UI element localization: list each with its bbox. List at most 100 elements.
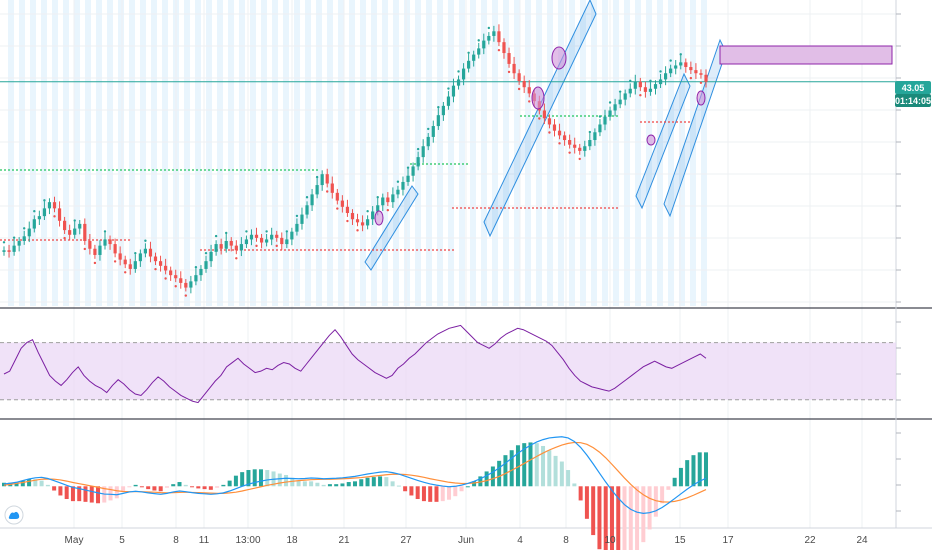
macd-histogram-bar <box>64 486 69 500</box>
macd-histogram-bar <box>603 486 608 550</box>
sequence-marker <box>255 244 258 248</box>
x-tick-label: 24 <box>856 535 868 546</box>
macd-histogram-bar <box>641 486 646 543</box>
sequence-marker <box>134 251 137 255</box>
candle-body <box>199 268 203 276</box>
candle-body <box>406 175 410 182</box>
x-tick-label: 8 <box>563 535 569 546</box>
macd-histogram-bar <box>553 455 558 487</box>
logo[interactable] <box>4 505 24 525</box>
time-axis: May 5 8 11 13:00 18 21 27 Jun 4 8 10 15 17 22 24 <box>65 535 868 546</box>
session-band <box>195 0 201 306</box>
candle-body <box>689 67 693 71</box>
rsi-panel <box>0 321 901 404</box>
sequence-marker <box>406 166 410 169</box>
candle-body <box>164 265 168 271</box>
sequence-marker <box>659 70 662 73</box>
candle-body <box>401 181 405 190</box>
highlight-ellipse <box>646 134 656 146</box>
sequence-marker <box>467 51 470 55</box>
candle-body <box>335 192 339 201</box>
highlight-ellipse <box>551 46 567 70</box>
candle-body <box>371 211 375 220</box>
candle-body <box>209 251 213 262</box>
candle-body <box>27 228 31 237</box>
rsi-line <box>3 324 707 404</box>
macd-histogram-bar <box>121 486 126 492</box>
macd-histogram-bar <box>678 467 683 487</box>
macd-histogram-bar <box>353 481 357 487</box>
macd-histogram-bar <box>559 461 564 487</box>
candle-body <box>270 234 274 240</box>
candle-body <box>507 53 511 64</box>
macd-histogram-bar <box>164 486 169 488</box>
macd-histogram-bar <box>309 481 314 487</box>
session-band <box>30 0 36 306</box>
candle-body <box>472 54 476 61</box>
candle-body <box>57 208 62 221</box>
macd-histogram-bar <box>704 452 708 487</box>
candle-body <box>426 136 430 147</box>
sequence-marker <box>93 261 97 265</box>
macd-histogram-bar <box>277 473 282 487</box>
rsi-band <box>0 342 896 400</box>
macd-histogram-bar <box>453 486 458 497</box>
trend-channel <box>635 72 691 210</box>
session-band <box>118 0 124 306</box>
candle-body <box>265 239 269 243</box>
candle-body <box>17 240 21 246</box>
sequence-marker <box>12 236 16 239</box>
macd-histogram-bar <box>597 486 602 550</box>
candle-body <box>699 73 703 75</box>
candle-body <box>451 85 456 97</box>
candle-body <box>184 282 188 288</box>
macd-histogram-bar <box>509 450 514 487</box>
candle-body <box>320 174 324 186</box>
candle-body <box>578 147 582 151</box>
macd-histogram-bar <box>584 486 589 519</box>
candle-body <box>386 197 390 203</box>
macd-histogram-bar <box>127 486 132 488</box>
candle-body <box>63 220 67 231</box>
session-band <box>327 0 333 306</box>
session-band <box>206 0 212 306</box>
sequence-marker <box>447 87 450 90</box>
macd-histogram-bar <box>522 443 527 487</box>
sequence-marker <box>285 230 289 233</box>
session-band <box>140 0 146 306</box>
candle-body <box>179 278 183 283</box>
session-band <box>19 0 25 306</box>
sequence-marker <box>275 244 278 248</box>
candle-body <box>562 135 567 141</box>
candle-body <box>674 65 678 69</box>
candle-body <box>148 248 153 257</box>
macd-histogram-bar <box>390 481 395 487</box>
candle-body <box>249 234 254 240</box>
sequence-marker <box>699 81 703 84</box>
sequence-marker <box>154 267 157 271</box>
candle-body <box>704 74 708 82</box>
candle-body <box>118 253 122 260</box>
candle-body <box>648 88 653 92</box>
session-band <box>404 0 410 306</box>
candle-body <box>93 248 97 255</box>
sequence-marker <box>164 277 167 280</box>
session-band <box>701 0 707 306</box>
session-band <box>613 0 619 306</box>
macd-histogram-bar <box>327 484 332 487</box>
candle-body <box>68 230 72 235</box>
x-tick-label: Jun <box>458 535 474 546</box>
candle-body <box>557 130 562 136</box>
session-band <box>239 0 245 306</box>
sequence-marker <box>507 70 511 74</box>
x-tick-label: 27 <box>400 535 412 546</box>
session-band <box>52 0 58 306</box>
macd-histogram-bar <box>302 481 307 487</box>
candle-body <box>517 73 521 81</box>
macd-histogram-bar <box>33 479 38 487</box>
candle-body <box>633 81 637 89</box>
candle-body <box>663 73 668 80</box>
candle-body <box>461 68 466 80</box>
session-band <box>294 0 300 306</box>
